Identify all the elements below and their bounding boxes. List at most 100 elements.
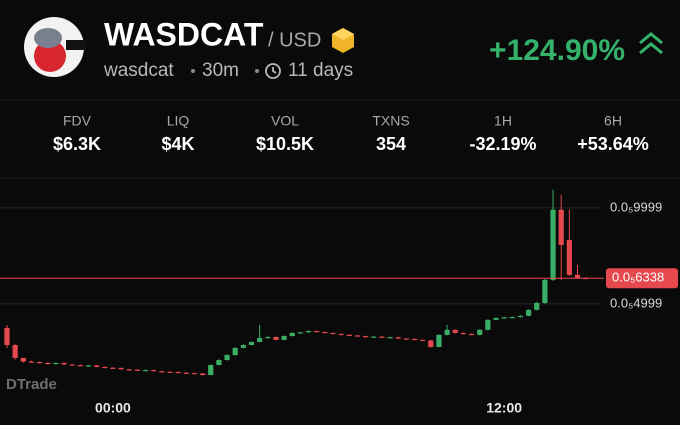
candle-body [305,331,312,333]
candle-body [460,332,466,335]
candle-body [379,336,385,338]
candle-body [126,369,132,371]
candle-body [322,331,328,334]
candle-body [444,329,450,335]
separator [255,69,259,73]
candle-body [395,337,401,339]
candle-body [102,366,108,369]
candle-body [509,316,515,319]
candle-body [550,209,556,280]
candle-body [265,336,271,339]
candle-body [167,371,173,373]
candle-body [61,362,67,365]
candle-body [452,329,458,333]
candle-body [85,365,92,367]
candle-body [94,365,100,367]
candle-body [281,336,287,340]
candle-body [566,239,572,275]
candle-body [224,355,230,361]
candle-body [216,360,222,366]
candle-body [558,209,564,245]
stat-label: TXNS [372,113,409,129]
stat-value: 354 [376,134,406,154]
current-price-tag [606,268,678,289]
candle-body [159,371,165,373]
stat-label: LIQ [167,113,190,129]
current-price-label: 0.0₅6338 [612,270,664,285]
x-tick-label: 00:00 [95,400,131,416]
candle-body [346,334,352,337]
age: 11 days [288,60,353,81]
candle-body [517,315,524,318]
candle-body [175,371,181,374]
token-name: WASDCAT [104,16,264,52]
candle-body [534,302,540,310]
candle-body [134,369,140,371]
candle-body [428,340,434,347]
trend-icon [639,32,663,55]
box-icon [332,28,354,53]
candle-body [20,357,26,362]
candle-body [45,362,51,365]
candle-body [4,327,10,346]
candle-body [387,337,393,339]
candle-body [330,332,336,335]
candle-body [485,319,491,330]
candle-body [200,373,206,376]
candle-body [501,317,507,319]
candle-body [411,338,418,341]
candle-body [526,309,532,316]
avatar [24,17,86,77]
candle-body [183,372,189,374]
candle-body [273,336,279,340]
stat-label: 6H [604,113,622,129]
candle-body [191,373,198,375]
stat-label: VOL [271,113,299,129]
candle-body [240,345,246,348]
candle-body [297,332,303,334]
stat-value: $10.5K [256,134,314,154]
handle: wasdcat [103,60,174,81]
candle-body [142,370,149,372]
candle-body [37,361,43,364]
candle-body [28,361,35,363]
interval: 30m [202,60,239,81]
candle-body [69,364,75,366]
stats-row: FDV $6.3K LIQ $4K VOL $10.5K TXNS 354 1H -32.19% 6… [53,113,649,154]
x-tick-label: 12:00 [486,400,522,416]
candle-body [542,279,548,303]
stat-label: 1H [494,113,512,129]
chart: 0.0₅9999 0.0₅4999 00:00 12:00 0.0₅6338 [0,189,678,416]
candle-body [403,338,409,340]
candle-body [257,337,263,342]
y-tick-label: 0.0₅4999 [610,295,662,310]
candle-body [248,341,255,346]
stat-value: $6.3K [53,134,101,154]
candle-body [468,333,475,336]
candle-body [436,334,442,347]
candle-body [420,339,426,342]
candle-body [151,370,157,372]
stat-value: +53.64% [577,134,649,154]
candle-body [232,347,238,356]
candle-body [354,335,361,337]
watermark: DTrade [6,376,57,393]
candle-body [12,345,18,358]
separator [191,69,195,73]
candle-body [574,274,581,278]
candle-body [314,331,320,333]
stat-value: -32.19% [469,134,536,154]
stat-value: $4K [161,134,194,154]
y-tick-label: 0.0₅9999 [610,199,662,214]
candle-body [208,365,214,376]
candle-body [77,365,83,367]
price-change: +124.90% [489,34,625,67]
pair: / USD [268,29,321,51]
candle-body [118,367,124,370]
stat-label: FDV [63,113,92,129]
candle-body [110,367,116,369]
candle-body [477,329,483,335]
